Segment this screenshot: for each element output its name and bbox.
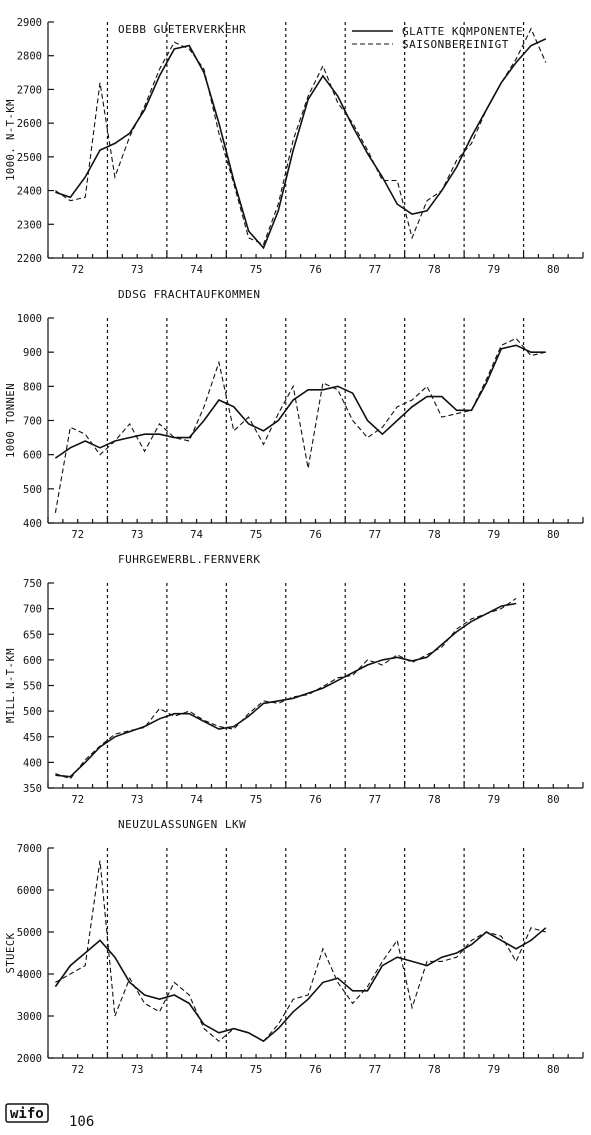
series-line-smooth bbox=[54, 344, 546, 459]
chart-panel-1: OEBB GUETERVERKEHR 2200 2300 2400 2500 2600 27… bbox=[5, 17, 584, 276]
x-tick-label: 76 bbox=[309, 264, 322, 276]
x-tick-label: 80 bbox=[547, 529, 560, 541]
x-tick-label: 72 bbox=[71, 1064, 84, 1076]
x-tick-label: 74 bbox=[190, 1064, 203, 1076]
y-tick-label: 550 bbox=[23, 681, 42, 693]
series-line-smooth bbox=[55, 38, 547, 250]
x-tick-label: 72 bbox=[71, 794, 84, 806]
y-axis-label: 1000 TONNEN bbox=[5, 383, 17, 458]
x-tick-label: 78 bbox=[428, 1064, 441, 1076]
y-tick-label: 6000 bbox=[17, 885, 42, 897]
y-tick-label: 2700 bbox=[17, 84, 42, 96]
x-tick-label: 79 bbox=[488, 264, 501, 276]
y-tick-label: 500 bbox=[23, 484, 42, 496]
x-tick-label: 75 bbox=[250, 529, 263, 541]
y-tick-label: 650 bbox=[23, 629, 42, 641]
y-tick-label: 2600 bbox=[17, 118, 42, 130]
x-tick-label: 73 bbox=[131, 794, 144, 806]
series-line-seasonal bbox=[54, 337, 546, 513]
chart-title: FUHRGEWERBL.FERNVERK bbox=[118, 553, 260, 566]
y-tick-label: 500 bbox=[23, 706, 42, 718]
x-tick-label: 73 bbox=[131, 1064, 144, 1076]
y-tick-label: 2400 bbox=[17, 186, 42, 198]
series-line-seasonal bbox=[55, 27, 547, 246]
y-tick-label: 600 bbox=[23, 450, 42, 462]
chart-title: OEBB GUETERVERKEHR bbox=[118, 23, 246, 36]
chart-title: DDSG FRACHTAUFKOMMEN bbox=[118, 288, 260, 301]
wifo-logo: wifo bbox=[5, 1103, 49, 1123]
y-tick-label: 600 bbox=[23, 655, 42, 667]
x-tick-label: 73 bbox=[131, 264, 144, 276]
x-tick-label: 74 bbox=[190, 529, 203, 541]
y-tick-label: 900 bbox=[23, 347, 42, 359]
y-tick-label: 350 bbox=[23, 783, 42, 795]
x-tick-label: 74 bbox=[190, 794, 203, 806]
x-tick-label: 78 bbox=[428, 529, 441, 541]
series-line-seasonal bbox=[55, 860, 546, 1042]
x-tick-label: 78 bbox=[428, 264, 441, 276]
chart-panel-4: NEUZULASSUNGEN LKW 2000 3000 4000 5000 6000 70… bbox=[5, 818, 584, 1076]
x-tick-label: 77 bbox=[369, 794, 382, 806]
x-tick-label: 80 bbox=[547, 264, 560, 276]
y-tick-label: 1000 bbox=[17, 313, 42, 325]
logo-box bbox=[5, 1103, 49, 1123]
x-tick-label: 77 bbox=[369, 529, 382, 541]
y-tick-label: 400 bbox=[23, 518, 42, 530]
chart-title: NEUZULASSUNGEN LKW bbox=[118, 818, 246, 831]
x-tick-label: 76 bbox=[309, 1064, 322, 1076]
page-number: 106 bbox=[69, 1114, 94, 1130]
y-tick-label: 4000 bbox=[17, 969, 42, 981]
y-tick-label: 700 bbox=[23, 416, 42, 428]
y-axis-label: 1000. N-T-KM bbox=[5, 99, 17, 181]
logo-text: wifo bbox=[10, 1106, 44, 1122]
x-tick-label: 79 bbox=[488, 529, 501, 541]
x-tick-label: 79 bbox=[488, 1064, 501, 1076]
panels-group: OEBB GUETERVERKEHR 2200 2300 2400 2500 2600 27… bbox=[5, 17, 584, 1076]
series-line-seasonal bbox=[55, 597, 517, 780]
y-tick-label: 2900 bbox=[17, 17, 42, 29]
x-tick-label: 79 bbox=[488, 794, 501, 806]
x-tick-label: 73 bbox=[131, 529, 144, 541]
y-tick-label: 800 bbox=[23, 381, 42, 393]
series-line-smooth bbox=[54, 927, 547, 1043]
y-tick-label: 5000 bbox=[17, 927, 42, 939]
y-tick-label: 750 bbox=[23, 578, 42, 590]
y-tick-label: 2300 bbox=[17, 219, 42, 231]
y-tick-label: 7000 bbox=[17, 843, 42, 855]
x-tick-label: 76 bbox=[309, 529, 322, 541]
x-tick-label: 77 bbox=[369, 1064, 382, 1076]
x-tick-label: 80 bbox=[547, 1064, 560, 1076]
y-axis-label: STUECK bbox=[5, 932, 17, 973]
x-tick-label: 74 bbox=[190, 264, 203, 276]
y-tick-label: 2200 bbox=[17, 253, 42, 265]
x-tick-label: 75 bbox=[250, 1064, 263, 1076]
x-tick-label: 75 bbox=[250, 794, 263, 806]
x-tick-label: 78 bbox=[428, 794, 441, 806]
x-tick-label: 75 bbox=[250, 264, 263, 276]
y-tick-label: 700 bbox=[23, 604, 42, 616]
x-tick-label: 72 bbox=[71, 529, 84, 541]
x-tick-label: 72 bbox=[71, 264, 84, 276]
x-tick-label: 77 bbox=[369, 264, 382, 276]
y-tick-label: 400 bbox=[23, 757, 42, 769]
y-axis-label: MILL.N-T-KM bbox=[5, 648, 17, 723]
y-tick-label: 450 bbox=[23, 732, 42, 744]
y-tick-label: 2500 bbox=[17, 152, 42, 164]
legend-seasonal-label: SAISONBEREINIGT bbox=[402, 38, 509, 51]
y-tick-label: 2800 bbox=[17, 51, 42, 63]
series-line-smooth bbox=[55, 602, 517, 778]
y-tick-label: 3000 bbox=[17, 1011, 42, 1023]
x-tick-label: 80 bbox=[547, 794, 560, 806]
y-tick-label: 2000 bbox=[17, 1053, 42, 1065]
chart-panel-3: FUHRGEWERBL.FERNVERK 350 400 450 500 550 600 65… bbox=[5, 553, 584, 806]
chart-panel-2: DDSG FRACHTAUFKOMMEN 400 500 600 700 800 900 10… bbox=[5, 288, 584, 541]
legend: GLATTE KOMPONENTE SAISONBEREINIGT bbox=[352, 25, 523, 51]
x-tick-label: 76 bbox=[309, 794, 322, 806]
legend-smooth-label: GLATTE KOMPONENTE bbox=[402, 25, 523, 38]
